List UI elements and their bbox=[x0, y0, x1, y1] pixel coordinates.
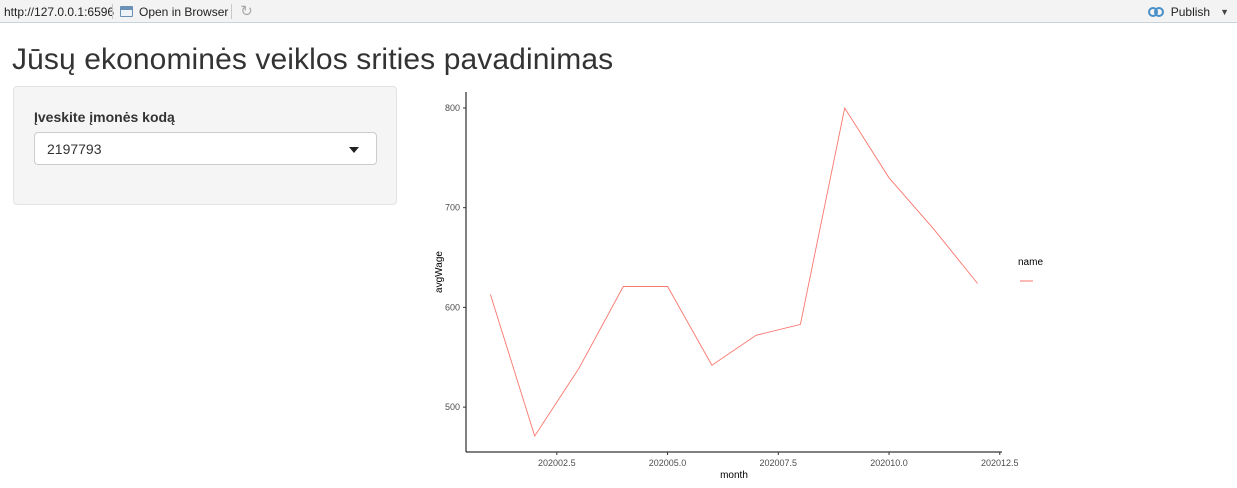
y-tick-label: 600 bbox=[445, 302, 460, 312]
selected-value: 2197793 bbox=[47, 141, 102, 157]
sidebar-panel: Įveskite įmonės kodą 2197793 bbox=[13, 86, 397, 205]
y-axis-label: avgWage bbox=[434, 251, 445, 293]
company-code-select[interactable]: 2197793 bbox=[34, 132, 377, 165]
y-tick-label: 800 bbox=[445, 103, 460, 113]
publish-icon bbox=[1147, 6, 1164, 17]
x-tick-label: 202007.5 bbox=[760, 458, 798, 468]
open-in-browser-label: Open in Browser bbox=[139, 4, 229, 19]
x-tick-label: 202005.0 bbox=[649, 458, 687, 468]
toolbar-divider bbox=[231, 4, 232, 19]
x-tick-label: 202012.5 bbox=[981, 458, 1019, 468]
legend-title: name bbox=[1018, 257, 1043, 268]
page-title: Jūsų ekonominės veiklos srities pavadini… bbox=[12, 43, 614, 76]
browser-window-icon bbox=[120, 6, 133, 17]
y-tick-label: 700 bbox=[445, 203, 460, 213]
publish-label: Publish bbox=[1170, 4, 1211, 19]
series-line bbox=[489, 106, 978, 438]
url-text[interactable]: http://127.0.0.1:6596 bbox=[4, 5, 115, 19]
x-axis-label: month bbox=[720, 470, 748, 481]
dropdown-arrow-icon[interactable] bbox=[349, 147, 359, 153]
x-tick-label: 202010.0 bbox=[870, 458, 908, 468]
publish-button[interactable]: Publish ▼ bbox=[1147, 3, 1229, 20]
select-label: Įveskite įmonės kodą bbox=[34, 109, 175, 125]
refresh-icon[interactable]: ↻ bbox=[240, 3, 253, 20]
chevron-down-icon[interactable]: ▼ bbox=[1220, 6, 1229, 17]
toolbar-divider bbox=[112, 4, 113, 19]
y-tick-label: 500 bbox=[445, 402, 460, 412]
open-in-browser-button[interactable]: Open in Browser bbox=[120, 3, 228, 20]
x-tick-label: 202002.5 bbox=[538, 458, 576, 468]
viewer-toolbar: http://127.0.0.1:6596 Open in Browser ↻ … bbox=[0, 0, 1237, 23]
